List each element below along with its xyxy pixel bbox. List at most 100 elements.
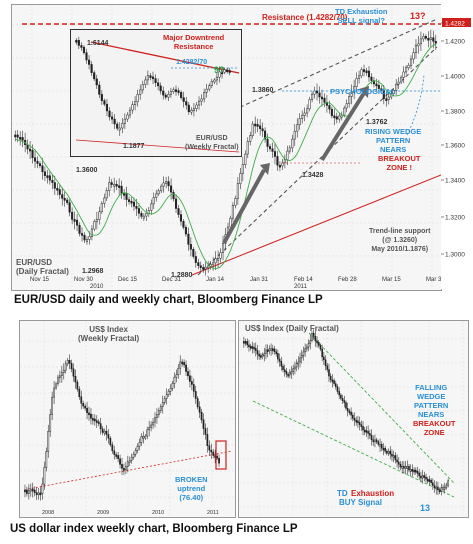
candle-body — [78, 388, 81, 398]
candle-body — [195, 104, 198, 110]
year-label: 2011 — [294, 284, 308, 290]
candle-body — [154, 78, 157, 83]
candle-body — [21, 137, 24, 141]
candle-body — [407, 65, 410, 69]
candle-body — [246, 141, 249, 155]
candle-body — [438, 489, 441, 493]
candle-body — [103, 197, 106, 204]
candle-body — [397, 81, 400, 85]
candle-body — [415, 469, 417, 473]
resistance-label: Resistance (1.4282/70) — [262, 13, 348, 22]
candle-body — [110, 182, 113, 185]
candle-body — [172, 89, 175, 92]
candle-body — [244, 153, 247, 165]
candle-body — [212, 451, 215, 456]
candle-body — [399, 463, 402, 468]
candle-body — [80, 233, 84, 236]
candle-body — [177, 367, 180, 376]
candle-body — [362, 69, 366, 72]
candle-body — [365, 70, 368, 74]
inset-level-1-1877: 1.1877 — [123, 143, 145, 150]
candle-body — [270, 348, 272, 351]
candle-body — [139, 89, 142, 95]
candle-body — [319, 345, 322, 350]
candle-body — [167, 391, 170, 395]
candle-body — [226, 69, 229, 72]
candle-body — [379, 444, 381, 447]
candle-body — [53, 387, 55, 398]
candle-body — [204, 428, 207, 435]
candle-body — [105, 103, 109, 112]
candle-body — [313, 90, 316, 95]
candle-body — [194, 391, 197, 399]
candle-body — [382, 90, 385, 99]
candle-body — [144, 79, 147, 85]
candle-body — [190, 109, 193, 113]
candle-body — [150, 424, 152, 428]
candle-body — [380, 444, 383, 449]
candle-body — [118, 127, 121, 131]
y-tick-label: 1.3200 — [445, 215, 465, 222]
candle-body — [187, 233, 190, 245]
candle-body — [154, 417, 156, 423]
candle-body — [80, 396, 83, 404]
candle-body — [43, 171, 46, 176]
candle-body — [90, 228, 93, 237]
candle-body — [294, 366, 296, 370]
candle-body — [59, 375, 61, 379]
candle-body — [141, 84, 144, 91]
candle-body — [51, 179, 54, 183]
candle-body — [229, 217, 232, 228]
candle-body — [285, 371, 288, 375]
candle-body — [320, 96, 324, 100]
candle-body — [264, 130, 267, 140]
candle-body — [412, 52, 415, 60]
candle-body — [181, 361, 184, 365]
candle-body — [360, 424, 363, 427]
candle-body — [75, 40, 78, 43]
candle-body — [374, 439, 376, 443]
candle-body — [281, 162, 284, 167]
candle-body — [152, 421, 154, 426]
candle-body — [197, 100, 201, 106]
candle-body — [200, 412, 203, 421]
candle-body — [132, 201, 136, 207]
candle-body — [282, 365, 284, 370]
candle-body — [345, 402, 347, 409]
candle-body — [300, 355, 303, 359]
candle-body — [404, 466, 407, 469]
candle-body — [192, 384, 195, 392]
candle-body — [83, 234, 86, 241]
candle-body — [318, 92, 321, 98]
candle-body — [208, 85, 211, 90]
candle-body — [268, 348, 271, 352]
candle-body — [295, 363, 298, 368]
candle-body — [197, 262, 200, 266]
candle-body — [187, 104, 190, 113]
candle-body — [61, 194, 64, 199]
candle-body — [249, 135, 252, 142]
candle-body — [268, 146, 272, 150]
candle-body — [343, 107, 346, 116]
candle-body — [120, 185, 123, 194]
candle-body — [442, 487, 444, 490]
usd-index-weekly-chart: 2008 2009 2010 2011 US$ Index (Weekly Fract… — [19, 320, 236, 518]
candle-body — [101, 428, 104, 433]
x-tick-label: Nov 30 — [74, 277, 94, 283]
candle-body — [184, 227, 187, 235]
candle-body — [425, 476, 427, 480]
candle-body — [155, 193, 158, 198]
arrow-shaft-1 — [222, 169, 266, 244]
arrow-shaft-2 — [320, 91, 366, 162]
candle-body — [391, 453, 393, 457]
candle-body — [316, 340, 318, 344]
candle-body — [259, 125, 262, 130]
candle-body — [127, 199, 131, 202]
candle-body — [80, 45, 83, 48]
candle-body — [429, 37, 432, 41]
usd-index-weekly-svg: 2008 2009 2010 2011 — [20, 321, 235, 517]
y-tick-label: 1.3000 — [445, 252, 465, 259]
candle-body — [350, 91, 353, 97]
candle-body — [76, 381, 79, 390]
candle-body — [38, 163, 42, 166]
